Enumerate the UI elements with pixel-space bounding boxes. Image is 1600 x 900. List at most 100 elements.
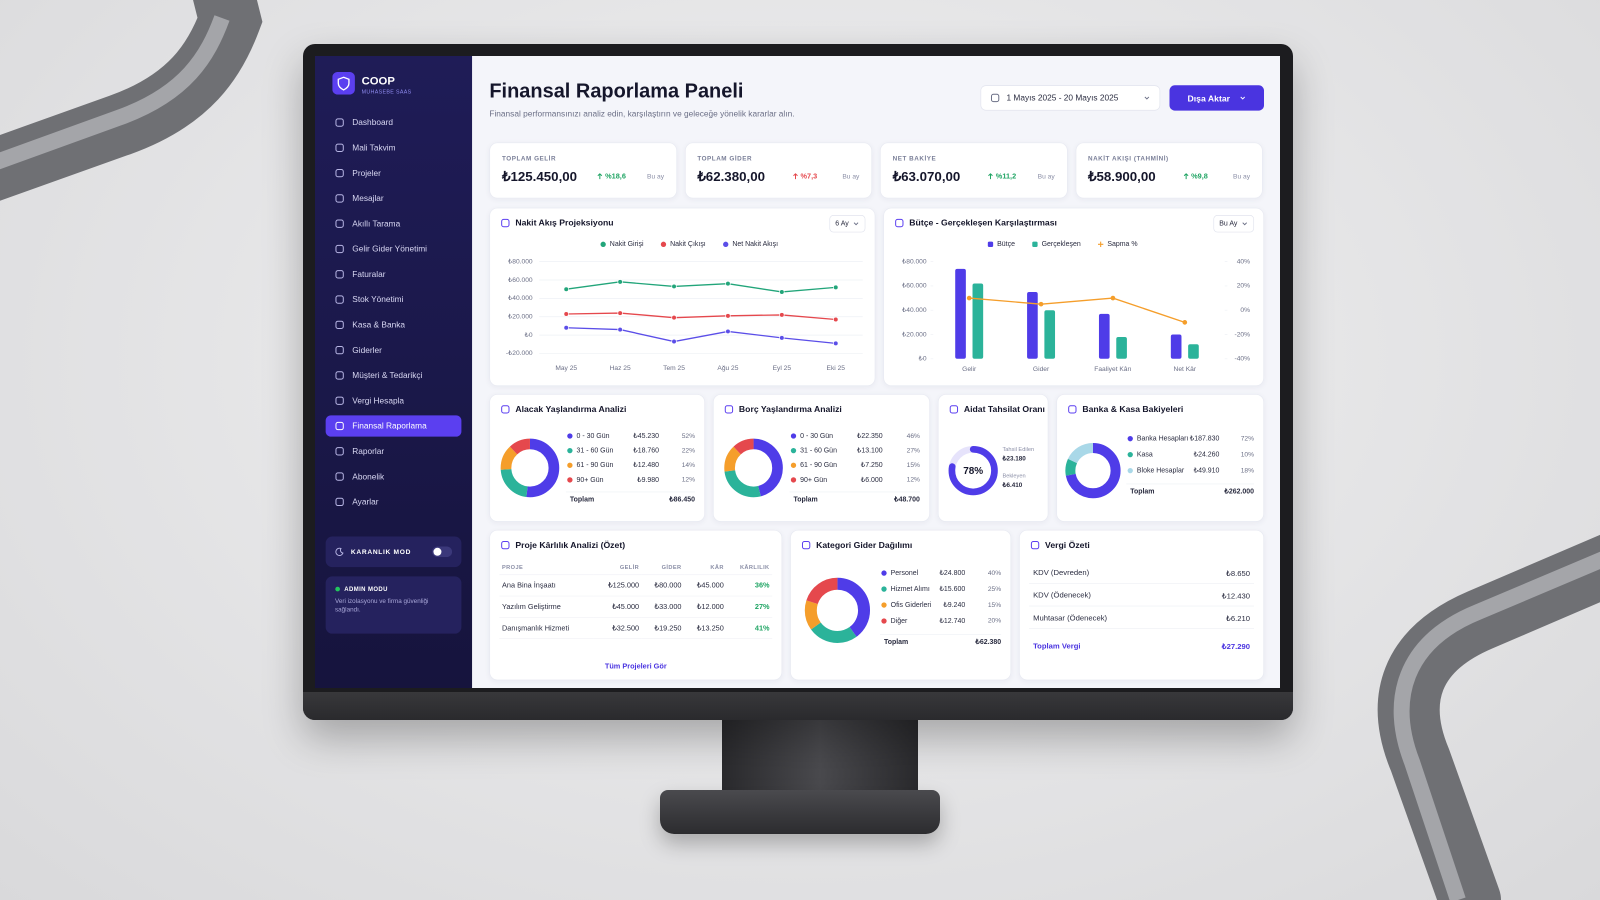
nav-item[interactable]: Finansal Raporlama [325, 415, 462, 437]
projects-link[interactable]: Tüm Projeleri Gör [604, 662, 667, 671]
nav-item[interactable]: Mali Takvim [326, 137, 462, 158]
legend-dot [567, 433, 573, 439]
date-range: 1 Mayıs 2025 - 20 Mayıs 2025 [1006, 93, 1119, 103]
card-title-text: Nakit Akış Projeksiyonu [515, 217, 614, 228]
kpi-card: TOPLAM GİDER ₺62.380,00 %7,3 Bu ay [684, 142, 873, 199]
total-value: ₺262.000 [1223, 488, 1254, 496]
nav-item[interactable]: Gelir Gider Yönetimi [326, 238, 462, 259]
icon [335, 472, 344, 481]
table-cell: Yazılım Geliştirme [499, 596, 595, 618]
y-tick-label: ₺20.000 [508, 312, 533, 320]
legend-percent: 15% [907, 462, 920, 469]
tax-amount: ₺6.210 [1225, 614, 1251, 623]
kpi-change: %11,2 [987, 172, 1016, 180]
y-tick-label: ₺40.000 [508, 294, 533, 302]
legend-category: Banka Hesapları [1137, 436, 1189, 443]
nav-item[interactable]: Kasa & Banka [326, 314, 462, 335]
chevron-icon [1240, 96, 1245, 100]
line-series [969, 297, 1186, 323]
card-title-text: Banka & Kasa Bakiyeleri [1082, 404, 1184, 415]
legend-percent: 14% [682, 462, 695, 469]
legend-marker [660, 241, 667, 247]
nav-item[interactable]: Mesajlar [326, 188, 462, 209]
nav-item[interactable]: Abonelik [326, 466, 462, 487]
card-title-text: Vergi Özeti [1045, 539, 1090, 550]
donut-segment [724, 438, 783, 498]
data-point [617, 310, 623, 316]
data-point [671, 338, 677, 345]
legend-category: 61 - 90 Gün [800, 462, 837, 469]
receivables-card: Alacak Yaşlandırma Analizi 0 - 30 Gün ₺45.… [489, 394, 705, 522]
icon [724, 404, 734, 414]
total-value: ₺48.700 [893, 496, 920, 504]
nav-label: Stok Yönetimi [352, 294, 404, 305]
payables-card: Borç Yaşlandırma Analizi 0 - 30 Gün ₺22.35… [712, 394, 930, 522]
nav-item[interactable]: Stok Yönetimi [326, 289, 462, 310]
kpi-label: TOPLAM GİDER [697, 155, 753, 163]
legend-amount: ₺49.910 [1194, 466, 1220, 474]
card-title: Vergi Özeti [1030, 539, 1090, 550]
kpi-change-value: %18,6 [605, 172, 626, 181]
toggle-switch [432, 546, 453, 558]
nav-item[interactable]: Faturalar [326, 264, 462, 285]
data-point [833, 316, 839, 323]
total-value: ₺86.450 [668, 496, 695, 504]
icon-shape [724, 404, 734, 414]
data-point [563, 286, 569, 292]
nav-item[interactable]: Ayarlar [326, 491, 462, 512]
donut-segment [804, 577, 871, 643]
icon-shape [335, 118, 344, 127]
table-cell: 27% [726, 596, 773, 618]
data-point [563, 311, 569, 317]
projects-table: PROJE GELİR GİDER KÂR KÂRLILIK Ana Bina İnşaa… [499, 559, 773, 639]
kpi-value: ₺125.450,00 [502, 169, 578, 185]
nav-item[interactable]: Dashboard [326, 112, 462, 133]
tax-row: KDV (Devreden) ₺8.650 [1029, 562, 1255, 584]
period-dropdown[interactable]: Bu Ay [1213, 215, 1255, 233]
nav-item[interactable]: Raporlar [326, 441, 462, 462]
tax-label: KDV (Devreden) [1033, 568, 1090, 577]
icon [335, 320, 344, 330]
nav-item[interactable]: Akıllı Tarama [326, 213, 462, 234]
dark-mode-toggle[interactable]: KARANLIK MOD [325, 536, 462, 568]
icon-shape [335, 371, 344, 380]
nav-item[interactable]: Projeler [326, 162, 462, 183]
data-point [833, 284, 839, 291]
y-tick-label: ₺0 [525, 331, 533, 339]
nav-item[interactable]: Müşteri & Tedarikçi [326, 365, 462, 386]
line-series [566, 312, 836, 321]
table-row: Danışmanlık Hizmeti ₺32.500 ₺19.250 ₺13.250… [499, 617, 773, 639]
card-title: Proje Kârlılık Analizi (Özet) [501, 540, 625, 550]
page-title: Finansal Raporlama Paneli [489, 79, 744, 102]
trend-arrow [988, 173, 993, 180]
gauge-value [948, 445, 998, 496]
legend-dot [567, 462, 573, 468]
date-picker[interactable]: 1 Mayıs 2025 - 20 Mayıs 2025 [980, 85, 1161, 111]
table-cell: ₺33.000 [641, 596, 685, 618]
data-point [1110, 295, 1116, 301]
tax-total-amount: ₺27.290 [1221, 642, 1251, 651]
tax-card: Vergi Özeti KDV (Devreden) ₺8.650 KDV (Öden… [1019, 529, 1265, 681]
period-dropdown[interactable]: 6 Ay [829, 215, 866, 233]
column-header: GİDER [641, 559, 685, 576]
data-point [617, 279, 623, 285]
chevron-icon [853, 222, 859, 226]
nav-item[interactable]: Vergi Hesapla [326, 390, 462, 411]
icon [501, 218, 510, 227]
icon-shape [335, 447, 344, 456]
icon [990, 93, 1000, 103]
kpi-label: NAKİT AKIŞI (TAHMİNİ) [1087, 155, 1169, 163]
legend-dot [881, 570, 887, 576]
data-point [1182, 320, 1188, 325]
table-cell: Ana Bina İnşaatı [499, 574, 595, 597]
icon-shape [335, 219, 344, 228]
icon [501, 404, 510, 414]
legend-dot [881, 618, 887, 624]
export-button[interactable]: Dışa Aktar [1169, 85, 1265, 111]
icon [335, 371, 344, 380]
toggle-knob [433, 547, 442, 556]
line-series [566, 327, 836, 345]
bar [1098, 313, 1110, 359]
nav-item[interactable]: Giderler [326, 340, 462, 361]
